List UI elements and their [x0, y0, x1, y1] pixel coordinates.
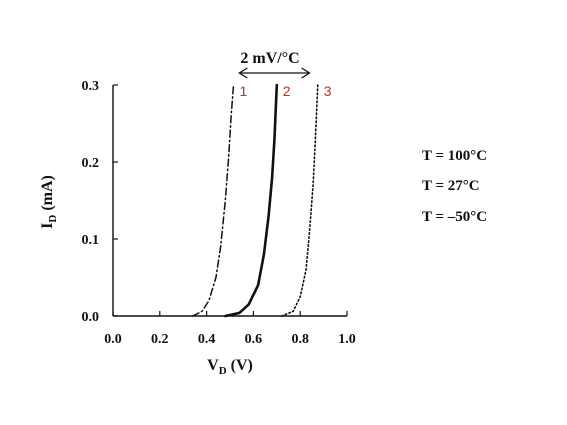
curve-label-3: 3: [324, 83, 332, 99]
temperature-legend: T = 100°C T = 27°C T = –50°C: [422, 148, 487, 225]
x-axis-title: VD (V): [207, 357, 253, 377]
annotation-text: 2 mV/°C: [240, 50, 299, 67]
x-tick-label: 1.0: [338, 332, 356, 347]
curve-labels: 1 2 3: [240, 83, 332, 99]
y-axis-title: ID (mA): [39, 175, 59, 229]
y-ticks: 0.0 0.1 0.2 0.3: [82, 79, 118, 325]
x-tick-label: 0.2: [151, 332, 169, 347]
annotation-arrowhead-right: [301, 67, 311, 79]
x-tick-label: 0.4: [198, 332, 216, 347]
curve-2: [224, 83, 279, 318]
curve-1: [191, 84, 235, 317]
curves: [191, 83, 319, 318]
x-tick-label: 0.6: [245, 332, 263, 347]
temperature-shift-annotation: 2 mV/°C: [238, 50, 311, 79]
x-tick-label: 0.8: [291, 332, 309, 347]
y-tick-label: 0.1: [82, 233, 100, 248]
curve-label-2: 2: [283, 83, 291, 99]
y-tick-label: 0.2: [82, 156, 100, 171]
y-tick-label: 0.3: [82, 79, 100, 94]
legend-temperature-2: T = 27°C: [422, 178, 480, 194]
y-tick-label: 0.0: [82, 310, 100, 325]
curve-3: [280, 84, 319, 317]
x-ticks: 0.0 0.2 0.4 0.6 0.8 1.0: [104, 311, 356, 347]
annotation-arrowhead-left: [238, 67, 248, 79]
legend-temperature-3: T = –50°C: [422, 209, 487, 225]
legend-temperature-1: T = 100°C: [422, 148, 487, 164]
curve-label-1: 1: [240, 83, 248, 99]
x-tick-label: 0.0: [104, 332, 122, 347]
